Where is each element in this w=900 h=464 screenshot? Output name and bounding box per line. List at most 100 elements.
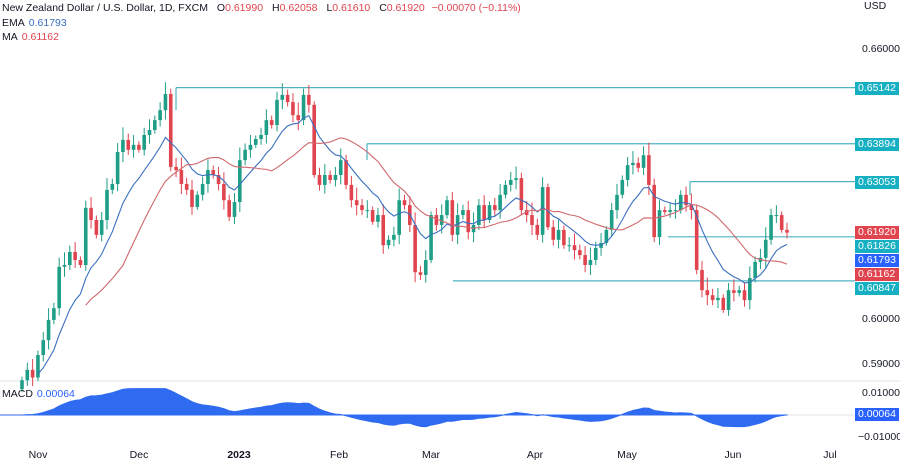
macd-legend[interactable]: MACD 0.00064 (2, 388, 75, 400)
candle-down (73, 251, 77, 261)
candle-up (631, 162, 635, 166)
candle-up (461, 210, 465, 216)
candle-up (763, 239, 768, 258)
candle-up (142, 134, 146, 150)
close-price-badge: 0.61920 (855, 226, 899, 239)
time-tick: Jul (823, 449, 837, 461)
candle-up (115, 152, 120, 184)
candle-up (200, 184, 205, 195)
candle-up (253, 139, 258, 145)
candle-down (710, 295, 715, 301)
candle-up (301, 94, 306, 121)
candle-up (376, 215, 380, 222)
candle-down (285, 94, 290, 103)
candle-down (684, 194, 688, 206)
candle-up (195, 194, 200, 207)
candle-up (147, 130, 152, 135)
candle-down (137, 144, 141, 150)
candle-down (317, 175, 322, 185)
candle-down (434, 215, 439, 225)
ohlc-change: −0.00070 (−0.11%) (431, 2, 521, 14)
time-tick: Apr (526, 449, 544, 461)
time-tick: Mar (421, 449, 441, 461)
macd-area (0, 388, 788, 428)
candle-up (508, 179, 513, 185)
candle-up (243, 149, 247, 161)
candle-up (604, 229, 609, 243)
candle-down (402, 200, 407, 206)
candle-down (190, 189, 194, 207)
candle-down (413, 224, 417, 273)
ohlc-low: L0.61610 (326, 2, 371, 14)
candle-down (227, 200, 231, 217)
price-tick: 0.60000 (862, 313, 900, 325)
candle-up (514, 178, 518, 180)
symbol-legend: New Zealand Dollar / U.S. Dollar, 1D, FX… (2, 2, 521, 14)
candle-down (524, 210, 529, 216)
candle-down (694, 210, 699, 270)
candle-up (429, 215, 433, 261)
candle-down (222, 184, 226, 201)
candle-down (578, 250, 582, 256)
candle-up (68, 251, 72, 265)
ma-line (85, 137, 788, 306)
time-tick: Nov (28, 449, 48, 461)
level-badge: 0.60847 (855, 282, 899, 295)
time-tick: May (617, 449, 637, 461)
candle-down (168, 94, 173, 167)
candle-down (312, 104, 316, 175)
candle-down (211, 170, 216, 175)
candle-down (360, 205, 364, 211)
candle-down (418, 272, 423, 275)
candle-up (477, 205, 481, 225)
candle-down (328, 175, 332, 180)
candle-down (636, 162, 641, 168)
candle-down (493, 205, 497, 211)
candle-down (126, 139, 131, 150)
candle-down (721, 297, 726, 310)
candle-down (184, 184, 189, 190)
ohlc-open: O0.61990 (216, 2, 264, 14)
macd-badge: 0.00064 (855, 408, 899, 421)
candle-up (657, 210, 662, 238)
ema-legend[interactable]: EMA 0.61793 (2, 17, 67, 29)
candle-up (62, 265, 67, 267)
time-tick: Jun (724, 449, 742, 461)
candle-up (588, 260, 593, 265)
candle-up (615, 194, 619, 211)
candle-down (216, 175, 221, 184)
candle-up (455, 215, 460, 235)
candle-up (323, 175, 327, 185)
candle-down (89, 207, 93, 220)
candle-down (344, 160, 348, 185)
candle-up (774, 215, 779, 217)
candle-down (652, 184, 656, 238)
candle-up (46, 319, 51, 341)
candle-down (535, 224, 540, 235)
currency-label: USD (864, 0, 887, 12)
candle-up (163, 94, 168, 111)
level-badge: 0.63053 (855, 176, 899, 189)
candle-down (689, 205, 694, 211)
candle-down (742, 290, 747, 301)
candle-up (498, 194, 502, 211)
candle-up (153, 120, 157, 130)
candle-down (530, 215, 534, 225)
candle-up (259, 134, 263, 139)
candle-up (275, 99, 279, 126)
candle-down (647, 155, 651, 185)
candle-down (466, 210, 471, 233)
ohlc-close: C0.61920 (379, 2, 425, 14)
candle-up (238, 160, 242, 202)
candle-up (609, 210, 614, 230)
macd-tick: 0.01000 (862, 387, 900, 399)
time-tick: Feb (329, 449, 349, 461)
candle-down (546, 187, 550, 228)
candle-up (753, 261, 757, 279)
candle-down (291, 102, 295, 116)
ma-legend[interactable]: MA 0.61162 (2, 31, 59, 43)
candle-down (562, 229, 566, 246)
candle-up (593, 247, 598, 261)
candle-up (386, 239, 391, 246)
